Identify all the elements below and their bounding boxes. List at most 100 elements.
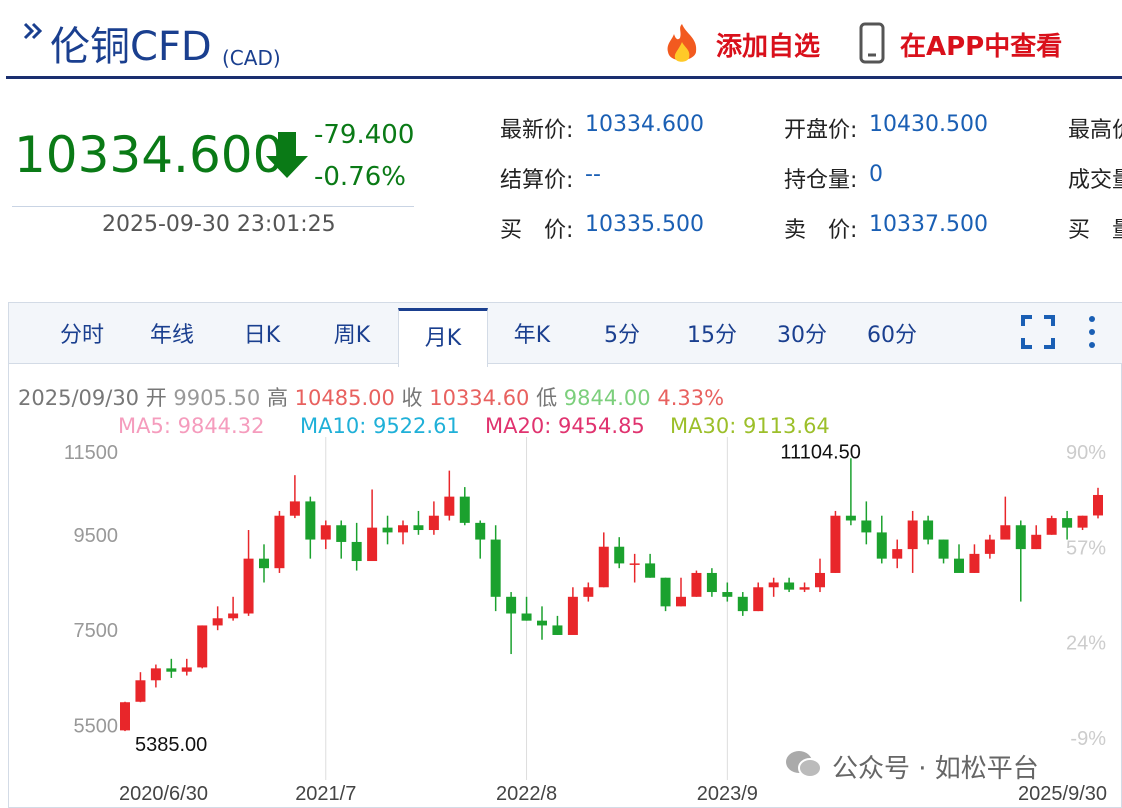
ma-legend: MA20: 9454.85 — [485, 414, 645, 438]
candle-body — [629, 563, 640, 565]
candle-body — [212, 618, 223, 626]
info-label: 高 — [266, 386, 288, 410]
phone-icon — [859, 22, 885, 64]
info-pct: 4.33% — [657, 386, 725, 410]
candle-body — [969, 553, 980, 573]
field-label: 成交量 — [1068, 168, 1122, 193]
tab[interactable]: 60分 — [867, 323, 917, 348]
tab[interactable]: 日K — [243, 323, 281, 348]
change-pct: -0.76% — [314, 162, 406, 192]
candle-body — [398, 525, 408, 533]
candle-body — [274, 515, 285, 569]
add-watch[interactable]: 添加自选 — [716, 32, 821, 62]
candle-body — [799, 587, 810, 590]
ma-legend: MA5: 9844.32 — [118, 414, 265, 438]
candle-body — [676, 596, 686, 607]
field-value: 10337.500 — [869, 212, 988, 237]
field-label: 买 量 — [1068, 218, 1122, 243]
candle-body — [984, 539, 995, 554]
annotation: 11104.50 — [780, 441, 860, 463]
candle-body — [753, 587, 764, 612]
candle-body — [892, 549, 903, 559]
tab[interactable]: 年线 — [149, 323, 194, 348]
y2-tick-label: -9% — [1070, 728, 1106, 750]
candle-body — [876, 532, 887, 559]
y2-tick-label: 24% — [1066, 633, 1106, 655]
chart-info: 2025/09/30 开 9905.50 高 10485.00 收 10334.… — [18, 382, 724, 412]
tab[interactable]: 周K — [333, 323, 371, 348]
info-label: 低 — [536, 386, 558, 410]
x-tick-label: 2023/9 — [697, 783, 758, 805]
y-tick-label: 9500 — [74, 525, 119, 547]
candle-body — [506, 596, 517, 614]
candle-body — [784, 582, 795, 590]
header-rule — [6, 76, 1122, 79]
candle-body — [923, 520, 934, 540]
candle-body — [444, 496, 455, 516]
fullscreen-icon[interactable] — [1020, 314, 1056, 350]
candle-body — [830, 515, 841, 573]
field-value: 0 — [869, 162, 883, 187]
info-date: 2025/09/30 — [18, 386, 140, 410]
candle-body — [815, 572, 825, 588]
candle-body — [768, 582, 779, 588]
tab[interactable]: 年K — [513, 323, 551, 348]
title: 伦铜CFD — [50, 24, 212, 70]
candle-body — [1093, 494, 1103, 516]
candle-body — [150, 668, 161, 681]
price: 10334.600 — [14, 126, 285, 184]
candle-body — [1062, 518, 1073, 528]
candle-body — [197, 625, 208, 668]
candle-body — [954, 558, 964, 573]
tab-bar — [9, 303, 1122, 364]
tab[interactable]: 15分 — [687, 323, 737, 348]
field-label: 持仓量: — [784, 168, 858, 193]
currency: (CAD) — [222, 46, 281, 70]
candle-body — [320, 525, 331, 540]
candle-body — [1000, 525, 1011, 540]
watermark: 公众号 · 如松平台 — [832, 754, 1039, 784]
field-value: 10335.500 — [585, 212, 704, 237]
candle-body — [598, 546, 609, 588]
quote-time: 2025-09-30 23:01:25 — [102, 212, 336, 237]
info-label: 收 — [401, 386, 423, 410]
y-tick-label: 11500 — [64, 442, 118, 464]
x-tick-label: 2025/9/30 — [1018, 783, 1107, 805]
field-value: -- — [585, 162, 601, 187]
candle-body — [583, 587, 594, 597]
candle-body — [938, 539, 949, 559]
info-open: 9905.50 — [173, 386, 261, 410]
candle-body — [1077, 515, 1088, 528]
candle-body — [614, 546, 625, 564]
info-high: 10485.00 — [294, 386, 395, 410]
view-in-app[interactable]: 在APP中查看 — [900, 32, 1063, 62]
candle-body — [459, 496, 470, 523]
candle-body — [305, 501, 316, 540]
fire-icon — [667, 24, 697, 62]
candle-body — [490, 539, 501, 597]
candle-body — [521, 613, 532, 621]
tab[interactable]: 分时 — [59, 323, 104, 348]
ma-legend: MA30: 9113.64 — [670, 414, 830, 438]
field-label: 最高价 — [1068, 118, 1122, 143]
y2-tick-label: 90% — [1066, 442, 1106, 464]
menu-icon[interactable] — [1084, 314, 1100, 350]
info-label: 开 — [145, 386, 167, 410]
tab[interactable]: 月K — [398, 308, 488, 367]
candle-body — [737, 596, 748, 612]
candle-body — [1015, 525, 1026, 550]
tab[interactable]: 30分 — [777, 323, 827, 348]
candle-body — [413, 525, 424, 531]
annotation: 5385.00 — [135, 734, 207, 756]
candle-body — [289, 501, 300, 516]
candle-body — [552, 625, 563, 635]
candle-body — [367, 527, 378, 562]
candle-body — [135, 680, 146, 702]
field-label: 开盘价: — [784, 118, 858, 143]
candle-body — [475, 522, 486, 540]
candle-body — [861, 520, 872, 533]
info-close: 10334.60 — [429, 386, 530, 410]
price-rule — [12, 206, 414, 207]
tab[interactable]: 5分 — [604, 323, 640, 348]
